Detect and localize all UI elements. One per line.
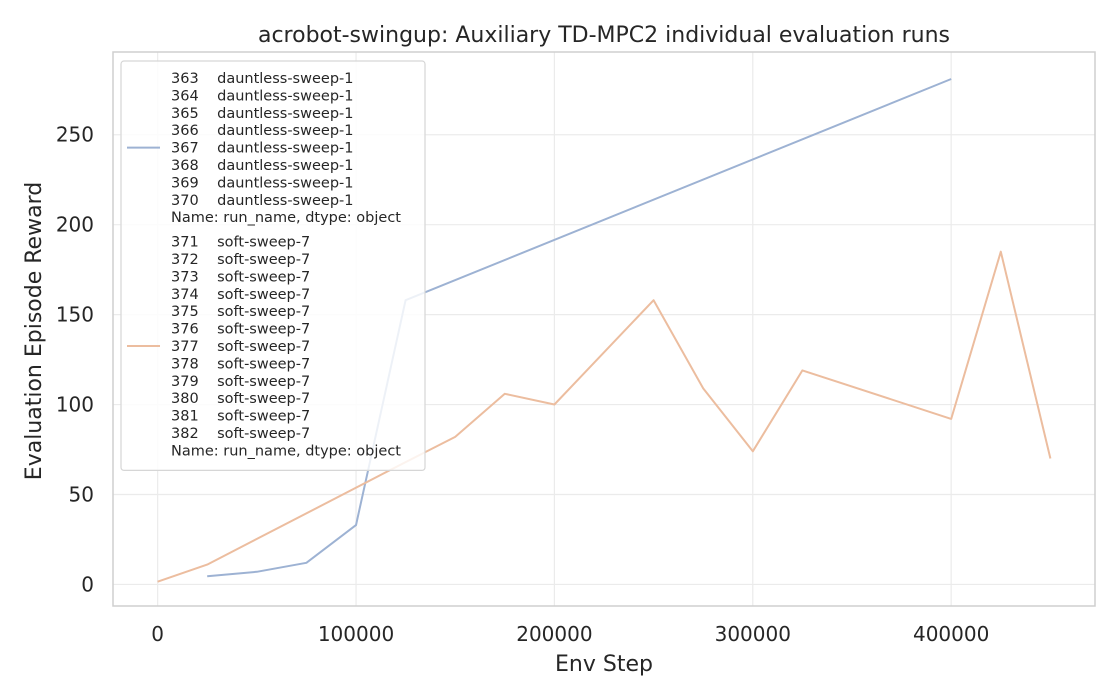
legend-entry-text: 363 dauntless-sweep-1 bbox=[171, 71, 353, 87]
legend-entry-text: 381 soft-sweep-7 bbox=[171, 409, 310, 425]
legend-entry-text: 368 dauntless-sweep-1 bbox=[171, 158, 353, 174]
legend-entry-text: 375 soft-sweep-7 bbox=[171, 304, 310, 320]
legend-box bbox=[120, 60, 426, 471]
legend-entry-text: 366 dauntless-sweep-1 bbox=[171, 123, 353, 139]
chart-title: acrobot-swingup: Auxiliary TD-MPC2 indiv… bbox=[258, 23, 950, 48]
y-tick-label: 0 bbox=[81, 572, 94, 596]
x-tick-label: 200000 bbox=[516, 622, 592, 646]
x-tick-label: 100000 bbox=[318, 622, 394, 646]
y-tick-label: 100 bbox=[56, 393, 94, 417]
series-line-1 bbox=[207, 78, 952, 578]
x-tick-label: 300000 bbox=[715, 622, 791, 646]
legend-entry-text: 364 dauntless-sweep-1 bbox=[171, 88, 353, 104]
legend-entry-text: 372 soft-sweep-7 bbox=[171, 252, 310, 268]
legend-entry-text: 370 dauntless-sweep-1 bbox=[171, 193, 353, 209]
legend-entry-text: Name: run_name, dtype: object bbox=[171, 443, 401, 459]
y-tick-label: 150 bbox=[56, 303, 94, 327]
legend-entry-text: Name: run_name, dtype: object bbox=[171, 210, 401, 226]
y-tick-label: 50 bbox=[69, 482, 94, 506]
plot-frame bbox=[112, 51, 1096, 607]
legend-entry-text: 374 soft-sweep-7 bbox=[171, 287, 310, 303]
legend-entry-text: 380 soft-sweep-7 bbox=[171, 391, 310, 407]
y-tick-label: 250 bbox=[56, 123, 94, 147]
legend-entry-text: 376 soft-sweep-7 bbox=[171, 322, 310, 338]
legend-entry-text: 379 soft-sweep-7 bbox=[171, 374, 310, 390]
x-axis-label: Env Step bbox=[555, 652, 653, 677]
legend-entry-text: 367 dauntless-sweep-1 bbox=[171, 141, 353, 157]
legend-entry-text: 377 soft-sweep-7 bbox=[171, 339, 310, 355]
legend-entry-text: 365 dauntless-sweep-1 bbox=[171, 106, 353, 122]
x-tick-label: 400000 bbox=[913, 622, 989, 646]
y-tick-labels: 0 50 100 150 200 250 bbox=[56, 123, 94, 597]
legend-entry-text: 369 dauntless-sweep-1 bbox=[171, 175, 353, 191]
legend-entry-text: 378 soft-sweep-7 bbox=[171, 356, 310, 372]
y-axis-label: Evaluation Episode Reward bbox=[22, 182, 47, 480]
x-tick-labels: 0 100000 200000 300000 400000 bbox=[151, 622, 989, 646]
legend-entry-text: 373 soft-sweep-7 bbox=[171, 269, 310, 285]
y-tick-label: 200 bbox=[56, 213, 94, 237]
x-tick-label: 0 bbox=[151, 622, 164, 646]
legend-entry-text: 382 soft-sweep-7 bbox=[171, 426, 310, 442]
legend-entry-text: 371 soft-sweep-7 bbox=[171, 235, 310, 251]
